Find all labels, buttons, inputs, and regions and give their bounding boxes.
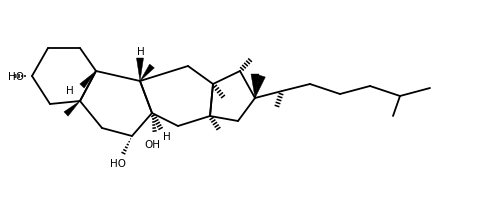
Polygon shape	[251, 75, 259, 98]
Polygon shape	[140, 65, 154, 82]
Polygon shape	[136, 59, 143, 82]
Text: HO: HO	[8, 72, 24, 82]
Text: H: H	[163, 131, 171, 141]
Text: HO: HO	[110, 158, 126, 168]
Polygon shape	[64, 102, 80, 117]
Text: H: H	[66, 85, 74, 96]
Text: H: H	[137, 47, 145, 57]
Text: OH: OH	[144, 139, 160, 149]
Polygon shape	[255, 76, 266, 98]
Polygon shape	[80, 72, 96, 89]
